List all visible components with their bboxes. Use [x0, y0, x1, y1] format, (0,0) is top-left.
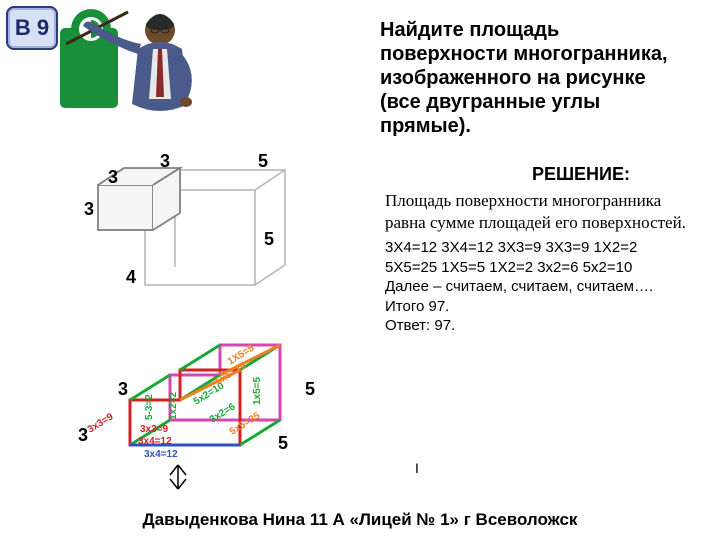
annot-r4: 3x4=12 [144, 449, 178, 460]
problem-title: Найдите площадь поверхности многогранник… [380, 18, 690, 138]
text-cursor: I [415, 460, 419, 476]
dim-depth-5: 5 [264, 229, 274, 249]
annot-r3: 3х4=12 [138, 436, 172, 447]
annot-g2: 1x2=2 [168, 391, 179, 420]
solution-row4: Итого 97. [385, 297, 705, 317]
slide-credits: Давыденкова Нина 11 А «Лицей № 1» г Всев… [0, 510, 720, 530]
slide-badge: В 9 [6, 6, 58, 50]
solution-body: Площадь поверхности многогранника равна … [385, 190, 705, 336]
dim-top-3b: 3 [160, 151, 170, 171]
dim-low-3b: 3 [78, 425, 88, 445]
annot-g1: 5-3=2 [144, 394, 155, 420]
dim-top-5: 5 [258, 151, 268, 171]
solution-row2: 5X5=25 1X5=5 1X2=2 3x2=6 5x2=10 [385, 258, 705, 278]
dim-top-3a: 3 [108, 167, 118, 187]
solution-row1: 3X4=12 3X4=12 3X3=9 3X3=9 1X2=2 [385, 238, 705, 258]
dim-side-3: 3 [84, 199, 94, 219]
annot-r2: 3x3=9 [140, 424, 169, 435]
annot-g4: 3x2=6 [208, 401, 238, 425]
dim-low-3a: 3 [118, 379, 128, 399]
solution-row5: Ответ: 97. [385, 316, 705, 336]
annot-g5: 1x5=5 [252, 376, 263, 405]
solution-heading: РЕШЕНИЕ: [532, 164, 630, 185]
dim-bottom-calc: 4-3=1 [155, 492, 194, 495]
solution-row3: Далее – считаем, считаем, считаем…. [385, 277, 705, 297]
solution-intro: Площадь поверхности многогранника равна … [385, 190, 705, 234]
teacher-illustration [58, 4, 198, 139]
dim-low-5b: 5 [278, 433, 288, 453]
dim-width-4: 4 [126, 267, 136, 287]
dim-low-5a: 5 [305, 379, 315, 399]
badge-label: В 9 [15, 15, 49, 41]
polyhedron-figure: 3 3 5 3 5 4 3x3=9 3x3=9 3х4=12 3x4=12 5- [40, 135, 380, 495]
annot-r1: 3x3=9 [86, 411, 116, 435]
